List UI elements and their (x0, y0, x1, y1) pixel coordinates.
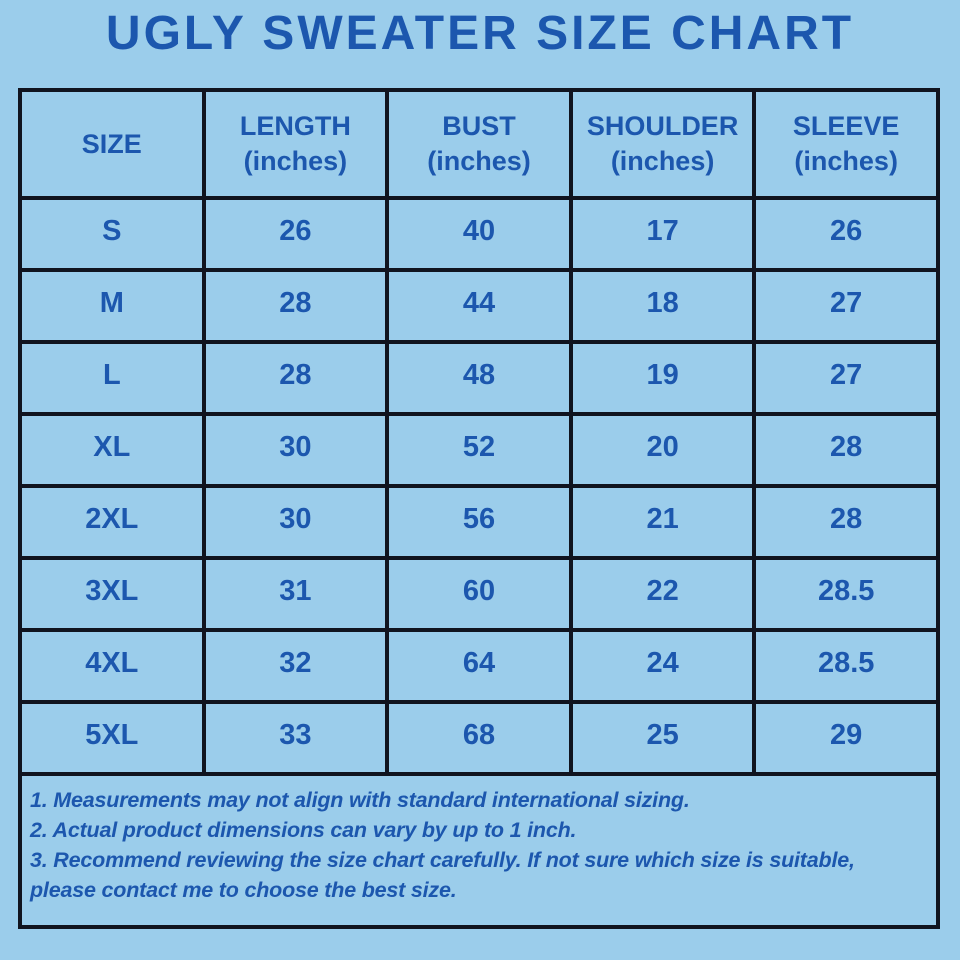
page-title: UGLY SWEATER SIZE CHART (105, 7, 855, 60)
column-header-label: SLEEVE (792, 111, 900, 141)
measurement-cell: 24 (568, 628, 757, 704)
measurement-cell: 60 (385, 556, 573, 632)
measurement-cell: 33 (201, 700, 390, 776)
measurement-cell: 29 (752, 700, 940, 776)
notes-row: 1. Measurements may not align with stand… (18, 772, 940, 929)
measurement-cell: 68 (385, 700, 573, 776)
measurement-cell: 19 (568, 340, 757, 416)
measurement-cell: 28.5 (752, 556, 940, 632)
column-header-size: SIZE (18, 88, 206, 200)
table-body: S 26 40 17 26 M 28 44 18 27 L 28 48 19 27 XL 30 52 20 28 2XL… (18, 196, 940, 776)
measurement-cell: 26 (201, 196, 390, 272)
table-row-2xl: 2XL 30 56 21 28 (18, 484, 940, 560)
column-header-label: SHOULDER (586, 111, 739, 141)
measurement-cell: 17 (568, 196, 757, 272)
column-header-unit: (inches) (427, 146, 531, 176)
measurement-cell: 28 (752, 484, 940, 560)
measurement-cell: 32 (201, 628, 390, 704)
table-row-m: M 28 44 18 27 (18, 268, 940, 344)
size-cell: XL (18, 412, 206, 488)
table-row-s: S 26 40 17 26 (18, 196, 940, 272)
size-cell: M (18, 268, 206, 344)
measurement-cell: 31 (201, 556, 390, 632)
measurement-cell: 25 (568, 700, 757, 776)
size-cell: 2XL (18, 484, 206, 560)
column-header-label: LENGTH (239, 111, 351, 141)
measurement-cell: 22 (568, 556, 757, 632)
measurement-cell: 48 (385, 340, 573, 416)
column-header-bust: BUST (inches) (385, 88, 573, 200)
size-cell: 3XL (18, 556, 206, 632)
table-header: SIZE LENGTH (inches) BUST (inches) SHOULDER (i… (18, 88, 940, 200)
measurement-cell: 27 (752, 340, 940, 416)
column-header-label: BUST (442, 111, 516, 141)
measurement-cell: 21 (568, 484, 757, 560)
size-cell: 5XL (18, 700, 206, 776)
note-line: 3. Recommend reviewing the size chart ca… (30, 848, 855, 902)
table-row-4xl: 4XL 32 64 24 28.5 (18, 628, 940, 704)
note-line: 1. Measurements may not align with stand… (30, 788, 690, 812)
measurement-cell: 40 (385, 196, 573, 272)
column-header-label: SIZE (81, 128, 142, 159)
table-row-3xl: 3XL 31 60 22 28.5 (18, 556, 940, 632)
column-header-length: LENGTH (inches) (201, 88, 390, 200)
measurement-cell: 30 (201, 412, 390, 488)
column-header-sleeve: SLEEVE (inches) (752, 88, 940, 200)
measurement-cell: 44 (385, 268, 573, 344)
measurement-cell: 52 (385, 412, 573, 488)
column-header-unit: (inches) (610, 146, 715, 176)
table-footer: 1. Measurements may not align with stand… (18, 772, 940, 929)
column-header-shoulder: SHOULDER (inches) (568, 88, 757, 200)
size-cell: 4XL (18, 628, 206, 704)
measurement-cell: 28 (752, 412, 940, 488)
measurement-cell: 28 (201, 268, 390, 344)
table-row-xl: XL 30 52 20 28 (18, 412, 940, 488)
measurement-cell: 26 (752, 196, 940, 272)
measurement-cell: 30 (201, 484, 390, 560)
measurement-cell: 20 (568, 412, 757, 488)
size-cell: S (18, 196, 206, 272)
notes-section: 1. Measurements may not align with stand… (18, 772, 940, 929)
size-chart-table: SIZE LENGTH (inches) BUST (inches) SHOULDER (i… (18, 88, 940, 929)
column-header-unit: (inches) (243, 146, 348, 176)
table-row-5xl: 5XL 33 68 25 29 (18, 700, 940, 776)
measurement-cell: 28 (201, 340, 390, 416)
column-header-unit: (inches) (794, 146, 898, 176)
measurement-cell: 27 (752, 268, 940, 344)
measurement-cell: 18 (568, 268, 757, 344)
measurement-cell: 28.5 (752, 628, 940, 704)
size-cell: L (18, 340, 206, 416)
header-row: SIZE LENGTH (inches) BUST (inches) SHOULDER (i… (18, 88, 940, 200)
note-line: 2. Actual product dimensions can vary by… (30, 818, 577, 842)
measurement-cell: 64 (385, 628, 573, 704)
table-row-l: L 28 48 19 27 (18, 340, 940, 416)
measurement-cell: 56 (385, 484, 573, 560)
